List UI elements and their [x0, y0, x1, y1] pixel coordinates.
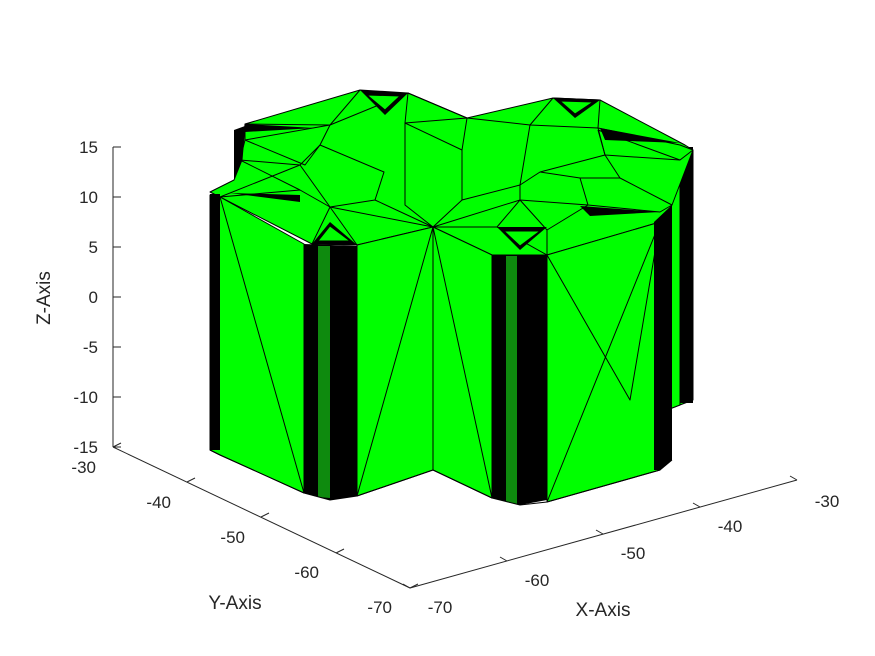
y-tick-label: -50 [220, 528, 245, 547]
x-tick-label: -30 [815, 492, 840, 511]
top-green-inner-fans [317, 94, 594, 247]
front-right-right-edge-dark [654, 205, 672, 470]
x-ticks: -70 -60 -50 -40 -30 [402, 475, 840, 617]
x-tick-label: -60 [525, 571, 550, 590]
x-axis-line [409, 479, 798, 589]
front-left-corner-dark [304, 244, 357, 500]
front-left-left-face [209, 194, 305, 494]
y-tick-label: -70 [367, 598, 392, 617]
z-tick-label: -10 [73, 388, 98, 407]
y-tick-label: -60 [294, 563, 319, 582]
z-tick-label: 5 [89, 238, 98, 257]
x-tick-label: -40 [718, 517, 743, 536]
z-tick-label: 10 [79, 188, 98, 207]
z-tick-label: 15 [79, 138, 98, 157]
y-axis-line [112, 446, 411, 589]
y-tick-label: -40 [146, 493, 171, 512]
y-tick-label: -30 [71, 458, 96, 477]
x-axis-label: X-Axis [576, 600, 631, 621]
z-ticks: 15 10 5 0 -5 -10 -15 [73, 138, 121, 457]
y-ticks: -30 -40 -50 -60 -70 [71, 442, 419, 617]
z-tick-label: 0 [89, 288, 98, 307]
front-right-corner-dark [492, 255, 547, 505]
z-axis-label: Z-Axis [34, 271, 55, 325]
front-left-left-edge-dark [210, 194, 220, 450]
y-axis-label: Y-Axis [208, 593, 261, 614]
z-tick-label: -5 [83, 338, 98, 357]
green-solid-object [209, 89, 694, 506]
front-left-left-face-mesh [219, 196, 305, 494]
x-tick-label: -50 [621, 544, 646, 563]
x-tick-label: -70 [428, 598, 453, 617]
z-tick-label: -15 [73, 438, 98, 457]
